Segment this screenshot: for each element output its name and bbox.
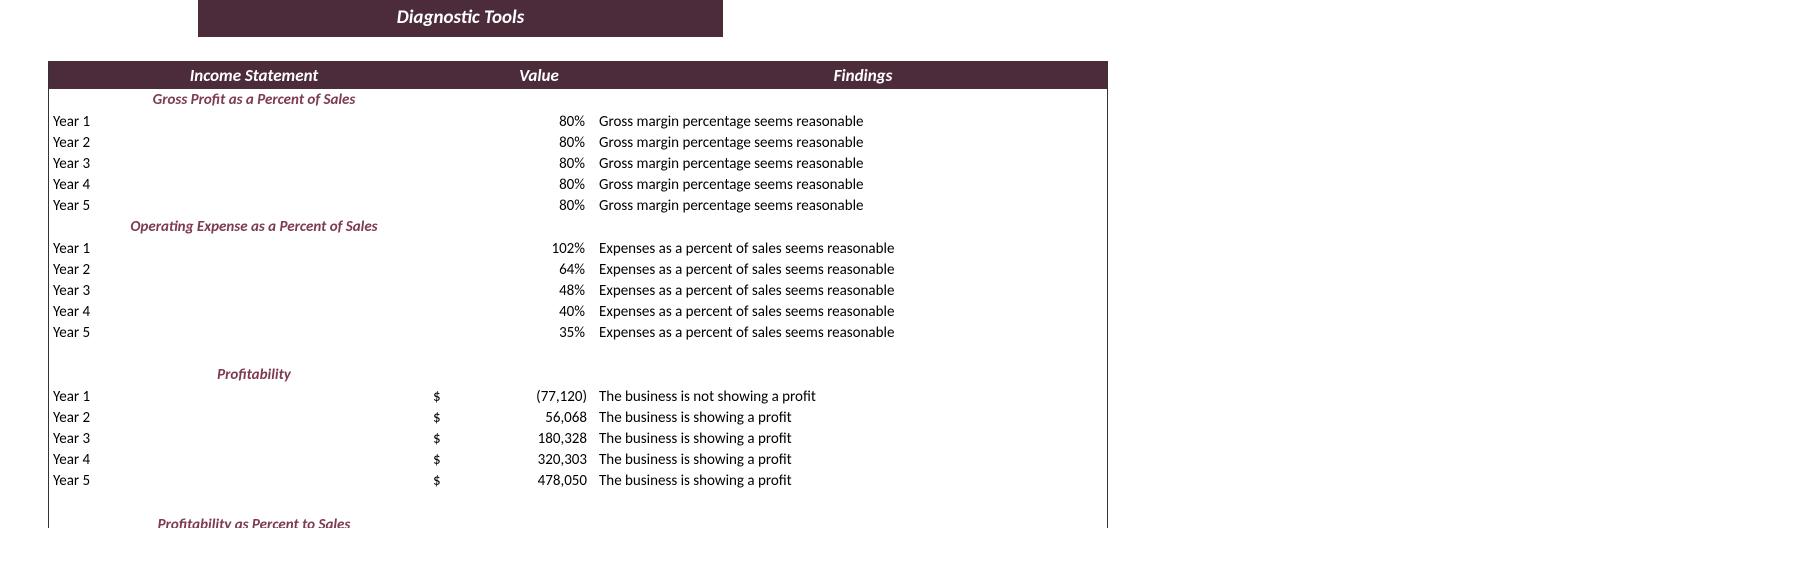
row-finding: Gross margin percentage seems reasonable bbox=[589, 134, 1107, 152]
row-label: Year 3 bbox=[49, 155, 429, 173]
row-label: Year 1 bbox=[49, 113, 429, 131]
row-value: 56,068 bbox=[459, 409, 589, 427]
table-row: Year 1 80% Gross margin percentage seems… bbox=[49, 111, 1107, 132]
table-row: Year 4 $ 320,303 The business is showing… bbox=[49, 449, 1107, 470]
row-label: Year 5 bbox=[49, 472, 429, 490]
table-row: Year 3 80% Gross margin percentage seems… bbox=[49, 153, 1107, 174]
table-row: Year 3 $ 180,328 The business is showing… bbox=[49, 428, 1107, 449]
spacer bbox=[49, 343, 1107, 364]
row-value: 478,050 bbox=[459, 472, 589, 490]
row-value: 64% bbox=[429, 261, 589, 279]
currency-symbol: $ bbox=[429, 472, 459, 490]
row-finding: The business is showing a profit bbox=[589, 430, 1107, 448]
header-income-statement: Income Statement bbox=[49, 65, 459, 86]
row-value: 80% bbox=[429, 176, 589, 194]
header-value: Value bbox=[459, 65, 619, 86]
currency-symbol: $ bbox=[429, 409, 459, 427]
currency-symbol: $ bbox=[429, 388, 459, 406]
table-row: Year 4 80% Gross margin percentage seems… bbox=[49, 174, 1107, 195]
page-title: Diagnostic Tools bbox=[198, 0, 723, 37]
section-profitability-pct: Profitability as Percent to Sales bbox=[49, 512, 459, 528]
row-label: Year 3 bbox=[49, 430, 429, 448]
row-value: 80% bbox=[429, 134, 589, 152]
row-value: 180,328 bbox=[459, 430, 589, 448]
row-label: Year 3 bbox=[49, 282, 429, 300]
row-value: 80% bbox=[429, 155, 589, 173]
row-finding: Gross margin percentage seems reasonable bbox=[589, 113, 1107, 131]
spacer bbox=[49, 491, 1107, 512]
row-label: Year 1 bbox=[49, 240, 429, 258]
section-operating-expense: Operating Expense as a Percent of Sales bbox=[49, 216, 459, 238]
row-label: Year 4 bbox=[49, 303, 429, 321]
table-row: Year 3 48% Expenses as a percent of sale… bbox=[49, 280, 1107, 301]
row-value: 80% bbox=[429, 197, 589, 215]
row-label: Year 4 bbox=[49, 176, 429, 194]
row-finding: The business is showing a profit bbox=[589, 409, 1107, 427]
row-label: Year 2 bbox=[49, 134, 429, 152]
table-row: Year 1 $ (77,120) The business is not sh… bbox=[49, 386, 1107, 407]
row-value: 35% bbox=[429, 324, 589, 342]
row-value: 320,303 bbox=[459, 451, 589, 469]
page-container: Diagnostic Tools Income Statement Value … bbox=[0, 0, 1797, 528]
table-row: Year 1 102% Expenses as a percent of sal… bbox=[49, 238, 1107, 259]
row-finding: Gross margin percentage seems reasonable bbox=[589, 197, 1107, 215]
row-value: 48% bbox=[429, 282, 589, 300]
row-value: (77,120) bbox=[459, 388, 589, 406]
table-row: Year 2 80% Gross margin percentage seems… bbox=[49, 132, 1107, 153]
row-finding: Gross margin percentage seems reasonable bbox=[589, 176, 1107, 194]
section-gross-profit: Gross Profit as a Percent of Sales bbox=[49, 89, 459, 111]
table-row: Year 2 $ 56,068 The business is showing … bbox=[49, 407, 1107, 428]
currency-symbol: $ bbox=[429, 451, 459, 469]
row-label: Year 5 bbox=[49, 324, 429, 342]
row-label: Year 2 bbox=[49, 261, 429, 279]
row-label: Year 2 bbox=[49, 409, 429, 427]
table-row: Year 5 $ 478,050 The business is showing… bbox=[49, 470, 1107, 491]
row-finding: Expenses as a percent of sales seems rea… bbox=[589, 240, 1107, 258]
header-findings: Findings bbox=[619, 65, 1107, 86]
row-finding: Expenses as a percent of sales seems rea… bbox=[589, 303, 1107, 321]
table-header-row: Income Statement Value Findings bbox=[49, 61, 1107, 89]
row-finding: The business is showing a profit bbox=[589, 472, 1107, 490]
table-row: Year 2 64% Expenses as a percent of sale… bbox=[49, 259, 1107, 280]
row-value: 40% bbox=[429, 303, 589, 321]
diagnostics-table: Income Statement Value Findings Gross Pr… bbox=[48, 61, 1108, 528]
row-finding: The business is not showing a profit bbox=[589, 388, 1107, 406]
row-label: Year 4 bbox=[49, 451, 429, 469]
table-row: Year 5 35% Expenses as a percent of sale… bbox=[49, 322, 1107, 343]
table-row: Year 4 40% Expenses as a percent of sale… bbox=[49, 301, 1107, 322]
row-finding: Expenses as a percent of sales seems rea… bbox=[589, 282, 1107, 300]
row-finding: Expenses as a percent of sales seems rea… bbox=[589, 324, 1107, 342]
section-profitability: Profitability bbox=[49, 364, 459, 386]
row-label: Year 1 bbox=[49, 388, 429, 406]
row-finding: The business is showing a profit bbox=[589, 451, 1107, 469]
row-value: 80% bbox=[429, 113, 589, 131]
row-label: Year 5 bbox=[49, 197, 429, 215]
table-row: Year 5 80% Gross margin percentage seems… bbox=[49, 195, 1107, 216]
row-finding: Gross margin percentage seems reasonable bbox=[589, 155, 1107, 173]
currency-symbol: $ bbox=[429, 430, 459, 448]
row-finding: Expenses as a percent of sales seems rea… bbox=[589, 261, 1107, 279]
row-value: 102% bbox=[429, 240, 589, 258]
